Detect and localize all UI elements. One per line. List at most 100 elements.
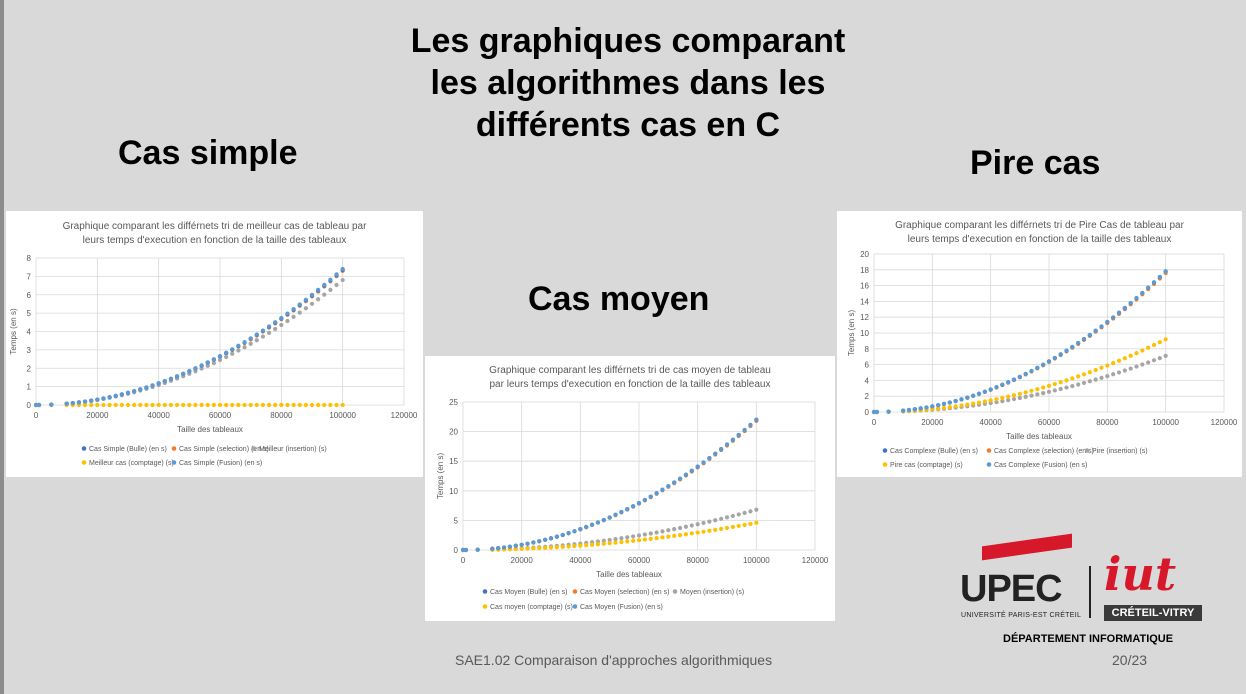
data-point (1058, 352, 1063, 357)
data-point (748, 422, 753, 428)
data-point (1128, 301, 1133, 306)
data-point (742, 522, 747, 528)
data-point (1017, 374, 1022, 379)
data-point (601, 541, 606, 546)
x-tick-label: 120000 (391, 411, 418, 420)
x-tick-label: 40000 (569, 556, 592, 565)
data-point (297, 310, 302, 315)
y-tick-label: 2 (27, 364, 32, 373)
data-point (572, 543, 577, 549)
data-point (713, 527, 718, 532)
data-point (260, 328, 266, 333)
data-point (156, 381, 161, 386)
data-point (1070, 344, 1075, 350)
data-point (631, 504, 636, 509)
data-point (982, 399, 987, 404)
data-point (660, 529, 665, 534)
data-point (224, 350, 229, 355)
data-point (266, 324, 272, 329)
y-tick-label: 1 (27, 383, 32, 392)
data-point (1157, 340, 1162, 345)
data-point (1035, 392, 1040, 397)
data-point (1151, 358, 1157, 363)
data-point (1006, 380, 1011, 385)
data-point (70, 400, 75, 406)
y-tick-label: 15 (449, 457, 458, 466)
x-tick-label: 40000 (148, 411, 171, 420)
y-tick-label: 4 (27, 328, 32, 337)
x-tick-label: 20000 (86, 411, 109, 420)
data-point (636, 501, 642, 506)
data-point (309, 301, 315, 306)
y-tick-label: 0 (454, 546, 459, 555)
data-point (334, 402, 339, 408)
y-tick-label: 20 (449, 428, 458, 437)
data-point (138, 402, 143, 408)
data-point (340, 266, 345, 272)
chart-title-line: leurs temps d'execution en fonction de l… (83, 235, 347, 246)
data-point (584, 543, 589, 548)
data-point (1035, 387, 1040, 392)
data-point (742, 427, 747, 433)
data-point (1081, 380, 1087, 386)
data-point (724, 525, 730, 531)
data-point (1046, 389, 1052, 394)
data-point (701, 529, 706, 534)
legend-marker (171, 460, 177, 465)
data-point (660, 535, 665, 540)
data-point (291, 306, 296, 312)
x-tick-label: 0 (461, 556, 466, 565)
data-point (636, 533, 642, 538)
data-point (566, 531, 571, 536)
y-tick-label: 4 (865, 376, 870, 385)
data-point (1146, 360, 1151, 365)
data-point (625, 535, 630, 540)
data-point (95, 397, 100, 402)
data-point (1140, 362, 1145, 367)
upec-logo-subtitle: UNIVERSITÉ PARIS-EST CRÉTEIL (961, 612, 1082, 619)
data-point (695, 464, 700, 469)
chart-title-line: leurs temps d'execution en fonction de l… (908, 234, 1172, 245)
data-point (519, 542, 524, 547)
y-axis-label: Temps (en s) (847, 310, 856, 357)
legend-entry: Cas Moyen (selection) (en s) (580, 589, 669, 596)
data-point (1035, 365, 1040, 371)
data-point (1029, 368, 1034, 374)
data-point (193, 402, 198, 408)
data-point (1046, 383, 1052, 388)
x-axis-label: Taille des tableaux (177, 425, 243, 434)
data-point (971, 393, 976, 398)
data-point (1011, 396, 1017, 402)
data-point (340, 277, 345, 283)
data-point (1122, 368, 1127, 373)
data-point (982, 389, 987, 394)
data-point (742, 510, 747, 516)
y-tick-label: 0 (865, 408, 870, 417)
data-point (636, 538, 642, 543)
data-point (619, 539, 624, 545)
data-point (719, 516, 724, 521)
data-point (607, 515, 612, 520)
data-point (33, 402, 39, 408)
data-point (601, 538, 606, 543)
data-point (205, 402, 210, 408)
data-point (1052, 381, 1057, 387)
data-point (994, 385, 999, 390)
data-point (1128, 353, 1133, 358)
legend-entry: Cas moyen (comptage) (s) (490, 604, 573, 611)
data-point (1087, 332, 1092, 338)
x-tick-label: 80000 (1096, 418, 1119, 427)
data-point (1105, 363, 1110, 368)
data-point (930, 404, 935, 409)
data-point (168, 402, 174, 408)
data-point (1151, 342, 1157, 348)
data-point (199, 402, 204, 408)
legend-marker (572, 604, 578, 609)
data-point (1163, 353, 1168, 359)
data-point (730, 524, 735, 530)
data-point (316, 402, 321, 408)
y-axis-label: Temps (en s) (9, 308, 18, 355)
data-point (695, 522, 700, 527)
data-point (273, 402, 278, 408)
data-point (1087, 370, 1092, 375)
